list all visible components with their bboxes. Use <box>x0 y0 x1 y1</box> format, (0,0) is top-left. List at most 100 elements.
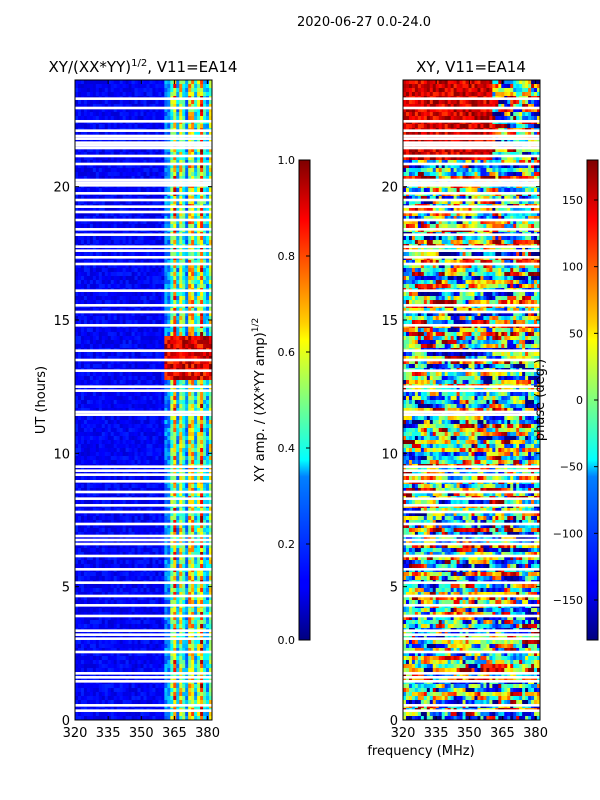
amplitude-heatmap-cell <box>185 404 189 409</box>
amplitude-heatmap-cell <box>77 312 82 317</box>
amplitude-heatmap-cell <box>125 436 129 441</box>
amplitude-heatmap-cell <box>152 196 156 201</box>
amplitude-heatmap-cell <box>209 164 213 169</box>
amplitude-heatmap-cell <box>167 392 171 397</box>
amplitude-heatmap-cell <box>113 108 118 113</box>
amplitude-heatmap-cell <box>182 320 186 325</box>
amplitude-heatmap-cell <box>188 376 192 381</box>
amplitude-heatmap-cell <box>200 224 204 229</box>
amplitude-heatmap-cell <box>149 372 153 377</box>
amplitude-heatmap-cell <box>194 176 198 181</box>
amplitude-heatmap-cell <box>101 212 106 217</box>
amplitude-heatmap-cell <box>134 340 138 345</box>
amplitude-heatmap-cell <box>194 260 198 265</box>
amplitude-heatmap-cell <box>155 428 159 433</box>
amplitude-heatmap-cell <box>164 336 168 341</box>
amplitude-heatmap-cell <box>203 116 207 121</box>
amplitude-heatmap-cell <box>182 408 186 413</box>
amplitude-heatmap-cell <box>197 152 201 157</box>
amplitude-heatmap-cell <box>131 328 135 333</box>
amplitude-heatmap-cell <box>203 236 207 241</box>
amplitude-heatmap-cell <box>113 264 118 269</box>
amplitude-heatmap-cell <box>134 292 138 297</box>
amplitude-heatmap-cell <box>155 508 159 513</box>
amplitude-heatmap-cell <box>119 352 123 357</box>
amplitude-heatmap-cell <box>173 208 177 213</box>
amplitude-heatmap-cell <box>83 308 88 313</box>
amplitude-heatmap-cell <box>155 416 159 421</box>
amplitude-heatmap-cell <box>83 188 88 193</box>
amplitude-heatmap-cell <box>197 436 201 441</box>
amplitude-heatmap-cell <box>209 208 213 213</box>
amplitude-heatmap-cell <box>194 92 198 97</box>
amplitude-heatmap-cell <box>167 212 171 217</box>
amplitude-heatmap-cell <box>197 208 201 213</box>
amplitude-heatmap-cell <box>203 352 207 357</box>
amplitude-heatmap-cell <box>200 416 204 421</box>
amplitude-heatmap-cell <box>182 172 186 177</box>
amplitude-heatmap-cell <box>158 360 162 365</box>
amplitude-heatmap-cell <box>128 148 132 153</box>
amplitude-heatmap-cell <box>206 316 210 321</box>
amplitude-heatmap-cell <box>188 460 192 465</box>
amplitude-heatmap-cell <box>86 432 91 437</box>
amplitude-heatmap-cell <box>116 152 121 157</box>
amplitude-heatmap-cell <box>146 356 150 361</box>
amplitude-heatmap-cell <box>209 132 213 137</box>
amplitude-heatmap-cell <box>92 508 97 513</box>
amplitude-heatmap-cell <box>80 88 85 93</box>
amplitude-heatmap-cell <box>206 212 210 217</box>
amplitude-heatmap-cell <box>77 420 82 425</box>
amplitude-heatmap-cell <box>197 432 201 437</box>
amplitude-heatmap-cell <box>95 396 100 401</box>
amplitude-heatmap-cell <box>203 132 207 137</box>
amplitude-heatmap-cell <box>98 476 103 481</box>
amplitude-heatmap-cell <box>200 104 204 109</box>
amplitude-heatmap-cell <box>179 212 183 217</box>
amplitude-heatmap-cell <box>95 408 100 413</box>
amplitude-heatmap-cell <box>158 276 162 281</box>
amplitude-heatmap-cell <box>125 264 129 269</box>
amplitude-heatmap-cell <box>143 168 147 173</box>
amplitude-heatmap-cell <box>152 208 156 213</box>
amplitude-heatmap-cell <box>167 264 171 269</box>
amplitude-heatmap-cell <box>95 452 100 457</box>
amplitude-heatmap-cell <box>143 420 147 425</box>
amplitude-heatmap-cell <box>80 420 85 425</box>
amplitude-heatmap-cell <box>98 448 103 453</box>
amplitude-heatmap-cell <box>170 124 174 129</box>
amplitude-heatmap-cell <box>125 432 129 437</box>
amplitude-heatmap-cell <box>122 376 126 381</box>
amplitude-heatmap-cell <box>128 156 132 161</box>
amplitude-heatmap-cell <box>119 488 123 493</box>
amplitude-heatmap-cell <box>206 116 210 121</box>
amplitude-heatmap-cell <box>206 436 210 441</box>
amplitude-heatmap-cell <box>200 112 204 117</box>
amplitude-heatmap-cell <box>110 500 115 505</box>
amplitude-heatmap-cell <box>92 160 97 165</box>
amplitude-heatmap-cell <box>140 440 144 445</box>
amplitude-heatmap-cell <box>86 108 91 113</box>
amplitude-heatmap-cell <box>176 292 180 297</box>
amplitude-heatmap-cell <box>95 428 100 433</box>
amplitude-heatmap-cell <box>209 172 213 177</box>
amplitude-heatmap-cell <box>149 132 153 137</box>
amplitude-heatmap-cell <box>131 380 135 385</box>
amplitude-heatmap-cell <box>194 344 198 349</box>
amplitude-heatmap-cell <box>104 460 109 465</box>
amplitude-heatmap-cell <box>200 492 204 497</box>
amplitude-heatmap-cell <box>158 444 162 449</box>
amplitude-heatmap-cell <box>80 116 85 121</box>
amplitude-heatmap-cell <box>155 448 159 453</box>
amplitude-heatmap-cell <box>125 416 129 421</box>
amplitude-heatmap-cell <box>170 268 174 273</box>
amplitude-heatmap-cell <box>200 260 204 265</box>
amplitude-heatmap-cell <box>203 456 207 461</box>
amplitude-heatmap-cell <box>206 400 210 405</box>
amplitude-heatmap-cell <box>182 360 186 365</box>
amplitude-heatmap-cell <box>176 420 180 425</box>
amplitude-heatmap-cell <box>80 84 85 89</box>
amplitude-heatmap-cell <box>89 112 94 117</box>
amplitude-heatmap-cell <box>89 260 94 265</box>
amplitude-heatmap-cell <box>176 408 180 413</box>
